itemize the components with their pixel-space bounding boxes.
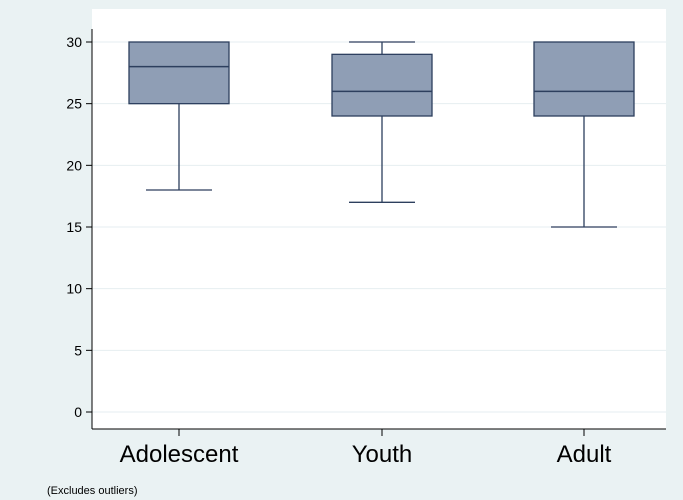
y-axis-ticks: 0 5 10 15 20 25 30 bbox=[66, 34, 92, 420]
iqr-box bbox=[331, 53, 433, 117]
box-adolescent bbox=[128, 41, 230, 191]
y-tick-label: 15 bbox=[66, 219, 82, 235]
box-youth bbox=[331, 41, 433, 203]
y-tick-label: 5 bbox=[74, 342, 82, 358]
category-label-adult: Adult bbox=[557, 441, 612, 468]
axes bbox=[91, 29, 666, 430]
box-adult bbox=[533, 41, 635, 228]
y-tick-label: 20 bbox=[66, 157, 82, 173]
iqr-box bbox=[533, 41, 635, 117]
y-tick-label: 0 bbox=[74, 404, 82, 420]
y-tick-label: 25 bbox=[66, 96, 82, 112]
category-label-youth: Youth bbox=[352, 441, 413, 468]
x-axis-category-labels: Adolescent Youth Adult bbox=[120, 429, 612, 468]
iqr-box bbox=[128, 41, 230, 105]
y-tick-label: 30 bbox=[66, 34, 82, 50]
category-label-adolescent: Adolescent bbox=[120, 441, 239, 468]
boxes bbox=[128, 41, 635, 228]
chart-note: (Excludes outliers) bbox=[47, 485, 137, 497]
y-tick-label: 10 bbox=[66, 281, 82, 297]
